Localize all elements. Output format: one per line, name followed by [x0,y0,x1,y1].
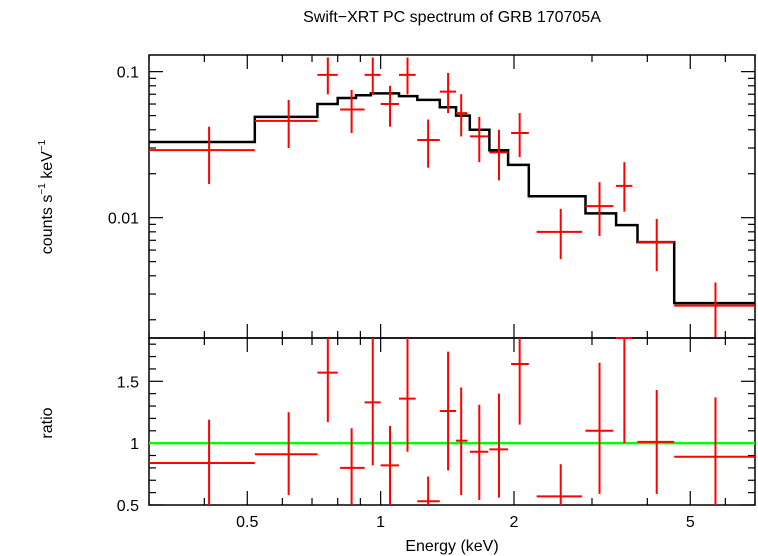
data-point [417,119,440,168]
data-point [417,476,440,505]
x-tick-label: 5 [686,514,695,531]
data-point [674,282,755,338]
data-point [317,57,338,95]
x-tick-label: 1 [376,514,385,531]
data-point [149,419,255,505]
data-point [616,337,633,444]
data-point [317,338,338,423]
chart-title: Swift−XRT PC spectrum of GRB 170705A [303,9,601,26]
x-tick-label: 2 [510,514,519,531]
data-point [511,338,529,425]
data-point [489,129,509,181]
data-point [585,182,614,236]
data-point [637,389,675,494]
x-tick-label: 0.5 [236,514,258,531]
spectrum-y-axis-title: counts s−1 keV−1 [37,139,56,254]
y-tick-label: 0.5 [117,498,139,515]
data-point [469,116,489,163]
y-tick-label: 1.5 [117,374,139,391]
model-step-line [149,92,755,305]
data-point [149,126,255,185]
data-point [637,218,675,272]
data-point [380,425,399,505]
y-title-main: counts s [39,195,56,255]
data-point [364,57,381,95]
data-point [340,428,365,505]
y-title-mid: keV [39,151,56,183]
data-point [439,72,457,114]
spectrum-panel: 0.1 0.01 [108,54,756,339]
data-point [674,397,755,505]
ratio-panel: 0.5 1 1.5 0.5 1 2 5 [117,337,756,531]
data-point [456,387,468,496]
y-tick-label: 0.01 [108,211,139,228]
data-point [536,208,583,260]
y-tick-label: 1 [130,436,139,453]
spectrum-frame [148,54,756,339]
data-point [511,113,529,158]
data-point [456,94,468,137]
y-tick-label: 0.1 [117,65,139,82]
data-point [398,57,416,95]
data-point [254,99,318,149]
data-point [469,404,489,501]
ratio-frame [148,337,756,506]
data-point [536,464,583,505]
data-point [439,351,457,471]
data-point [364,338,381,466]
data-point [616,162,633,212]
data-point [340,89,365,134]
data-point [254,412,318,496]
data-point [380,85,399,127]
y-title-exponent-1: −1 [37,183,48,195]
data-point [585,362,614,494]
data-point [489,393,509,498]
data-point [398,338,416,452]
y-title-exponent-2: −1 [37,139,48,151]
ratio-y-axis-title: ratio [39,407,56,438]
x-axis-title: Energy (keV) [405,538,498,555]
